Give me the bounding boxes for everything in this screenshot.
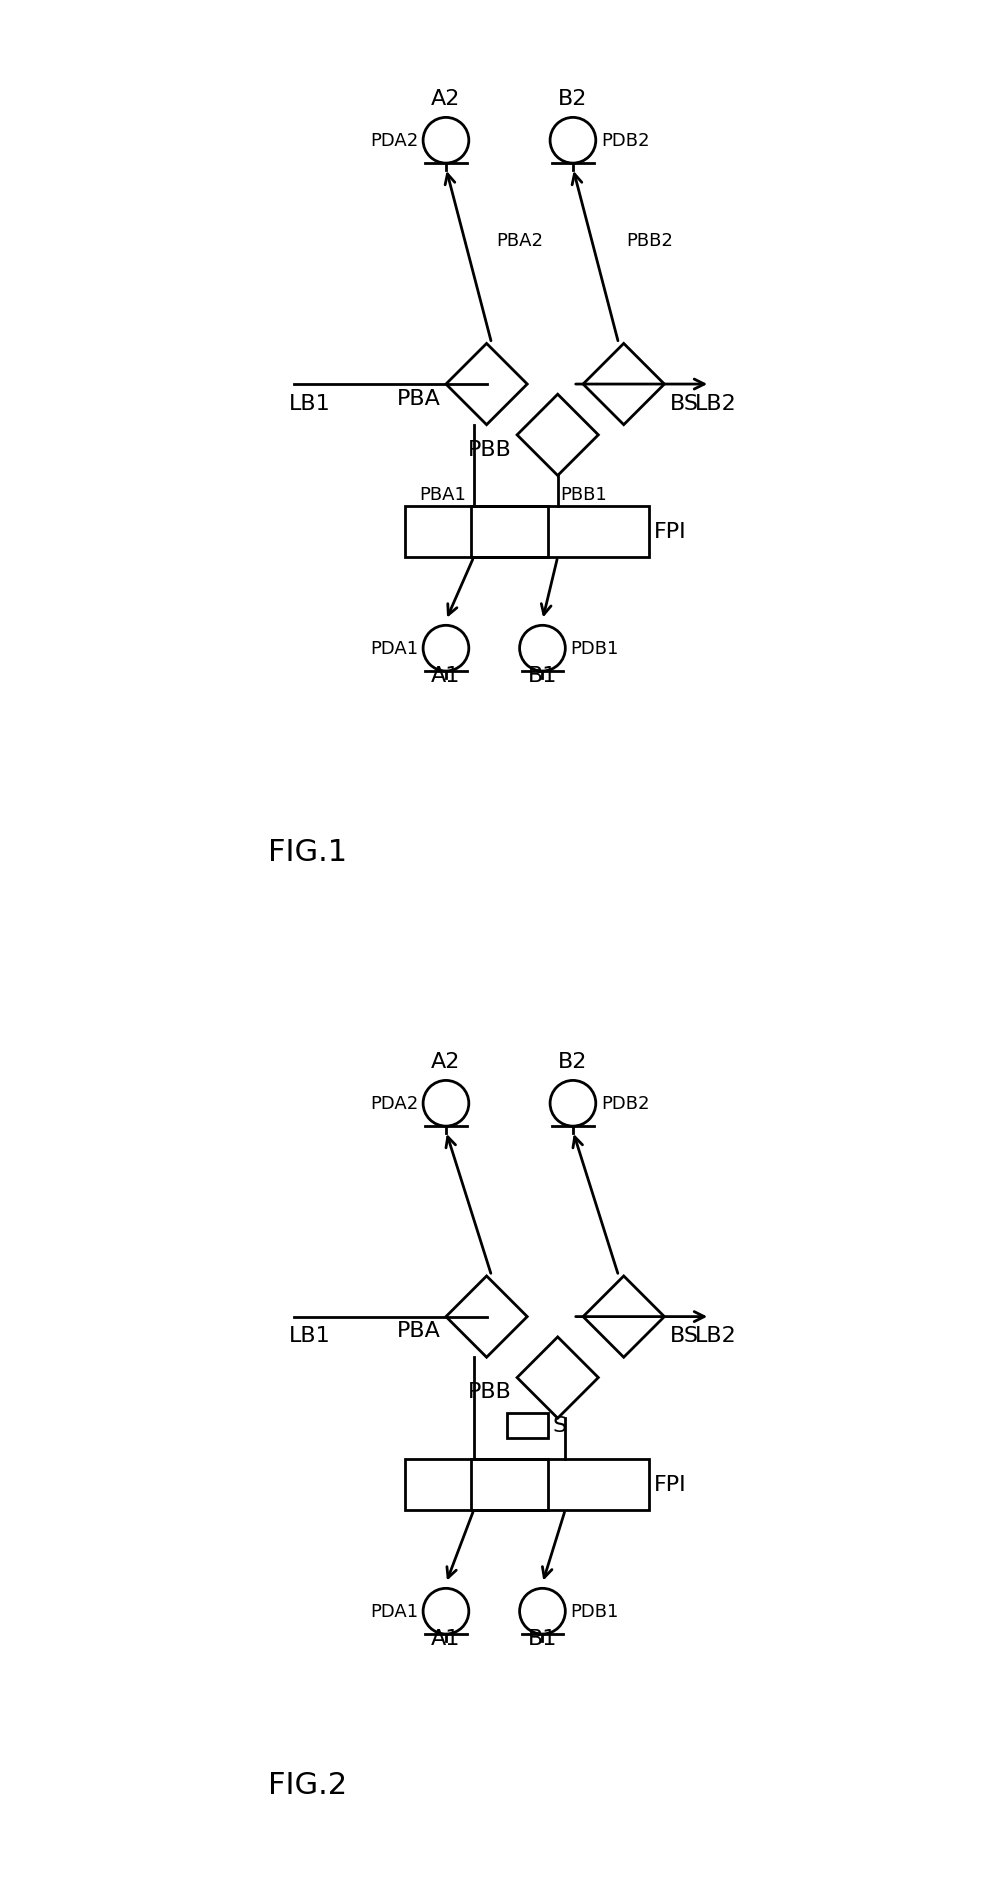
Text: A2: A2 [431, 1051, 461, 1072]
Text: PBB2: PBB2 [626, 232, 673, 251]
Text: A1: A1 [431, 665, 461, 686]
Text: PDB1: PDB1 [570, 1601, 619, 1620]
Text: LB1: LB1 [288, 394, 330, 414]
Text: PBB1: PBB1 [560, 486, 607, 503]
Text: PDA1: PDA1 [369, 1601, 418, 1620]
Text: PDB2: PDB2 [601, 1095, 649, 1112]
Text: PBA: PBA [397, 1321, 441, 1341]
Text: PDB1: PDB1 [570, 639, 619, 658]
Bar [405, 1458, 648, 1509]
Text: B1: B1 [527, 1628, 557, 1648]
Text: PDB2: PDB2 [601, 132, 649, 149]
Text: PBA2: PBA2 [496, 232, 543, 251]
Text: FIG.2: FIG.2 [268, 1771, 348, 1799]
Bar [471, 507, 547, 558]
Text: FIG.1: FIG.1 [268, 838, 348, 867]
Text: S: S [552, 1417, 566, 1436]
Text: B1: B1 [527, 665, 557, 686]
Text: A2: A2 [431, 89, 461, 109]
Text: PDA2: PDA2 [369, 132, 418, 149]
Bar [405, 507, 648, 558]
Text: PBB: PBB [468, 1383, 511, 1402]
Bar [506, 1413, 547, 1439]
Text: B2: B2 [558, 1051, 587, 1072]
Text: PDA2: PDA2 [369, 1095, 418, 1112]
Text: LB1: LB1 [288, 1326, 330, 1347]
Text: A1: A1 [431, 1628, 461, 1648]
Text: B2: B2 [558, 89, 587, 109]
Bar [471, 1458, 547, 1509]
Text: PBB: PBB [468, 439, 511, 460]
Text: LB2: LB2 [694, 394, 736, 414]
Text: FPI: FPI [653, 1475, 686, 1494]
Text: FPI: FPI [653, 522, 686, 543]
Text: BS: BS [669, 1326, 698, 1347]
Text: PDA1: PDA1 [369, 639, 418, 658]
Text: PBA: PBA [397, 388, 441, 409]
Text: LB2: LB2 [694, 1326, 736, 1347]
Text: PBA1: PBA1 [419, 486, 466, 503]
Text: BS: BS [669, 394, 698, 414]
